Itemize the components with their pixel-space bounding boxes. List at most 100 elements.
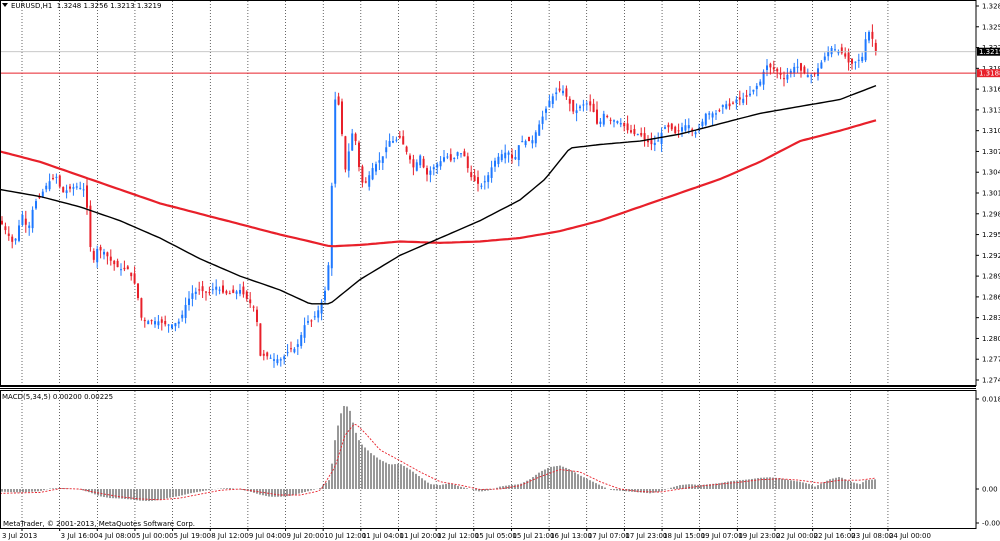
- candle-body: [844, 53, 847, 57]
- price-label: 1.3075: [982, 148, 1000, 156]
- ma-slow-line: [0, 119, 877, 248]
- candle-body: [103, 251, 105, 255]
- candle-body: [456, 152, 459, 156]
- candle-body: [602, 113, 605, 125]
- candle-body: [653, 142, 656, 146]
- candle-body: [273, 359, 275, 361]
- candle-body: [480, 185, 483, 187]
- candle-body: [38, 197, 41, 199]
- price-label: 1.3135: [982, 106, 1000, 114]
- candle-body: [310, 320, 313, 322]
- time-label: 16 Jul 13:00: [550, 532, 592, 540]
- candle-body: [701, 121, 704, 127]
- candle-body: [827, 51, 830, 57]
- candle-body: [157, 321, 160, 326]
- candle-body: [541, 116, 544, 124]
- candle-body: [514, 156, 517, 160]
- candle-body: [854, 61, 857, 63]
- candle-body: [742, 98, 745, 103]
- candle-body: [834, 49, 836, 51]
- candle-body: [215, 286, 218, 290]
- time-label: 15 Jul 21:00: [512, 532, 554, 540]
- candle-body: [347, 151, 350, 171]
- candle-body: [69, 186, 71, 189]
- candle-body: [58, 175, 61, 187]
- candle-body: [21, 214, 24, 225]
- candle-body: [749, 93, 751, 96]
- candle-body: [534, 132, 537, 144]
- candle-body: [419, 155, 422, 166]
- bid-label: 1.3219: [979, 48, 1000, 56]
- candle-body: [504, 152, 507, 159]
- candle-body: [466, 156, 469, 169]
- time-label: 17 Jul 07:00: [588, 532, 630, 540]
- candle-body: [609, 119, 612, 121]
- candle-body: [711, 113, 714, 118]
- candle-body: [24, 218, 27, 225]
- candle-body: [572, 99, 575, 112]
- candle-body: [341, 101, 343, 135]
- candle-body: [524, 141, 527, 146]
- moving-averages: [0, 51, 976, 305]
- candle-body: [75, 186, 78, 188]
- candle-body: [755, 85, 758, 90]
- candle-body: [820, 62, 823, 69]
- candle-body: [738, 97, 741, 100]
- candle-body: [619, 123, 622, 125]
- candle-body: [31, 209, 34, 229]
- price-label: 1.3015: [982, 190, 1000, 198]
- candle-body: [670, 123, 673, 130]
- candle-body: [674, 126, 677, 134]
- ma-fast-line: [0, 84, 877, 305]
- candle-body: [184, 304, 187, 318]
- candle-body: [460, 153, 462, 155]
- candle-body: [817, 68, 819, 76]
- candle-body: [249, 299, 252, 304]
- candle-body: [453, 158, 456, 160]
- candle-body: [796, 66, 799, 68]
- candle-body: [728, 103, 731, 107]
- time-label: 10 Jul 12:00: [324, 532, 366, 540]
- candle-body: [7, 233, 10, 236]
- candle-body: [99, 246, 102, 251]
- candle-body: [143, 319, 146, 322]
- candle-body: [181, 314, 184, 319]
- candle-body: [133, 273, 136, 284]
- candle-body: [449, 154, 452, 161]
- candle-body: [677, 130, 680, 132]
- candle-body: [422, 158, 425, 168]
- candle-body: [861, 56, 864, 62]
- candle-body: [606, 115, 609, 118]
- copyright-label: MetaTrader, © 2001-2013, MetaQuotes Soft…: [3, 520, 196, 528]
- candle-body: [592, 103, 595, 112]
- time-label: 24 Jul 00:00: [889, 532, 931, 540]
- candle-body: [327, 265, 330, 290]
- time-label: 11 Jul 04:00: [362, 532, 404, 540]
- candle-body: [511, 154, 513, 159]
- candle-body: [208, 292, 211, 294]
- candle-body: [660, 132, 663, 144]
- candle-body: [120, 269, 122, 271]
- price-label: 1.2835: [982, 314, 1000, 322]
- candle-body: [752, 89, 755, 92]
- ohlc-values: 1.3248 1.3256 1.3213 1.3219: [56, 2, 162, 10]
- candle-body: [500, 154, 503, 161]
- candle-body: [432, 167, 435, 170]
- candle-body: [800, 63, 802, 71]
- candle-body: [130, 272, 133, 277]
- candle-body: [337, 96, 340, 105]
- candle-body: [52, 178, 54, 180]
- candle-body: [718, 110, 721, 112]
- candle-body: [640, 132, 643, 136]
- macd-histogram: [0, 405, 877, 502]
- candle-body: [840, 47, 843, 54]
- candle-body: [630, 130, 632, 133]
- price-label: 1.3195: [982, 65, 1000, 73]
- candle-body: [732, 102, 734, 104]
- candle-body: [830, 48, 833, 55]
- chevron-down-icon[interactable]: [2, 3, 8, 7]
- candle-body: [154, 321, 156, 325]
- candle-body: [565, 88, 568, 97]
- time-label: 4 Jul 08:00: [98, 532, 136, 540]
